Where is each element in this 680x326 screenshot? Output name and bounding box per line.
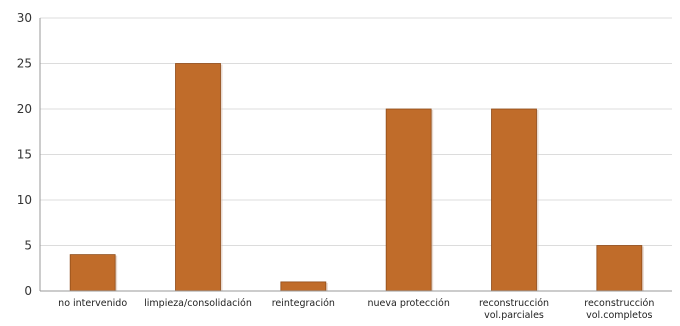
x-category-label: nueva protección: [367, 298, 449, 309]
x-category-label: reintegración: [272, 298, 335, 309]
bar: [596, 245, 643, 292]
y-tick-label: 0: [24, 284, 32, 298]
x-category-label-line: limpieza/consolidación: [144, 298, 252, 309]
x-category-label: reconstrucción vol.completos: [584, 298, 654, 321]
y-tick-label: 30: [17, 11, 32, 25]
bars: [69, 63, 644, 292]
y-tick-label: 5: [24, 239, 32, 253]
y-tick-label: 15: [17, 148, 32, 162]
bar: [280, 281, 327, 292]
x-category-label-line: reintegración: [272, 298, 335, 309]
bar: [69, 254, 116, 292]
y-tick-labels: 0 5 10 15 20 25 30: [17, 11, 32, 298]
bar: [385, 108, 432, 292]
x-category-label-line: vol.parciales: [484, 310, 544, 321]
x-category-label-line: reconstrucción: [479, 298, 549, 309]
x-category-labels: no intervenido limpieza/consolidación rein…: [58, 298, 654, 321]
y-tick-label: 25: [17, 57, 32, 71]
x-category-label-line: no intervenido: [58, 298, 127, 309]
x-category-label-line: vol.completos: [586, 310, 652, 321]
gridlines: [40, 17, 672, 246]
x-category-label-line: nueva protección: [367, 298, 449, 309]
bar: [491, 108, 537, 292]
x-category-label: no intervenido: [58, 298, 127, 309]
x-category-label: limpieza/consolidación: [144, 298, 252, 309]
axes: [39, 18, 672, 292]
y-tick-label: 10: [17, 193, 32, 207]
y-tick-label: 20: [17, 102, 32, 116]
x-category-label: reconstrucción vol.parciales: [479, 298, 549, 321]
x-category-label-line: reconstrucción: [584, 298, 654, 309]
bar: [175, 63, 221, 292]
